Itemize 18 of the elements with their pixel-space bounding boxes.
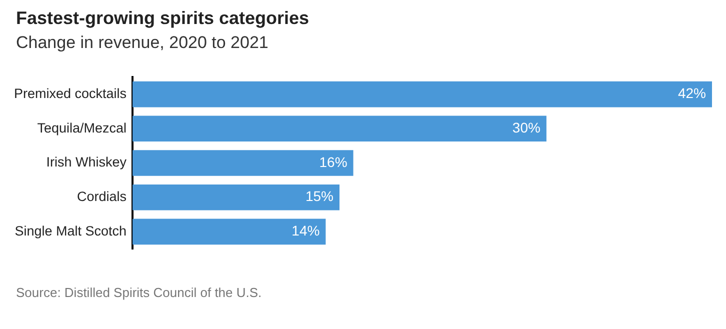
bar	[132, 116, 546, 142]
bar	[132, 184, 340, 210]
data-label: 42%	[678, 85, 706, 102]
bar	[132, 218, 326, 245]
source-note: Source: Distilled Spirits Council of the U.S.	[16, 285, 263, 300]
data-label: 30%	[512, 120, 540, 136]
y-tick-label: Irish Whiskey	[46, 154, 127, 170]
y-tick-label: Single Malt Scotch	[14, 223, 127, 238]
y-tick-label: Cordials	[77, 189, 127, 204]
data-label: 15%	[305, 188, 334, 204]
chart-title: Fastest-growing spirits categories	[16, 8, 310, 29]
y-tick-label: Premixed cocktails	[14, 86, 127, 101]
chart-subtitle: Change in revenue, 2020 to 2021	[16, 33, 270, 53]
data-label: 16%	[319, 154, 348, 170]
bar	[132, 150, 354, 176]
data-label: 14%	[292, 222, 320, 239]
bar	[132, 81, 712, 108]
y-tick-label: Tequila/Mezcal	[37, 120, 127, 136]
